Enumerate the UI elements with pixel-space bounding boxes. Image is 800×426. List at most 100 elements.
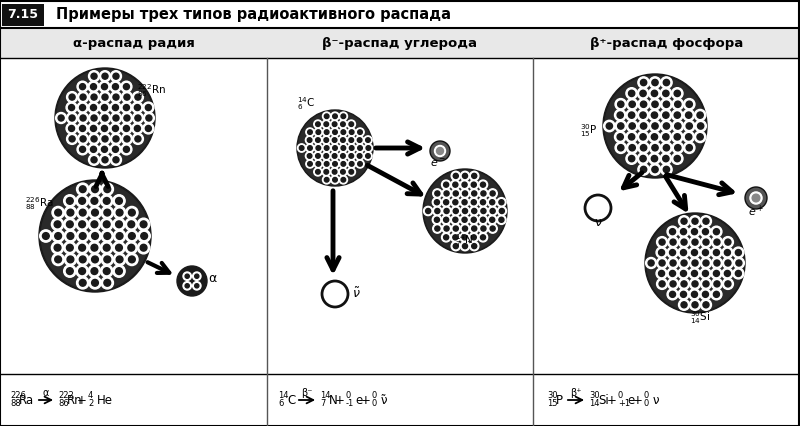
Circle shape	[433, 206, 442, 216]
FancyBboxPatch shape	[0, 374, 800, 426]
Circle shape	[78, 133, 89, 144]
Circle shape	[652, 123, 658, 129]
Circle shape	[123, 83, 130, 90]
Circle shape	[725, 239, 731, 245]
Circle shape	[615, 142, 626, 153]
Circle shape	[691, 271, 698, 276]
Circle shape	[674, 123, 681, 129]
Circle shape	[77, 123, 88, 134]
Circle shape	[711, 236, 722, 248]
Circle shape	[663, 144, 670, 151]
Text: P: P	[556, 394, 563, 406]
Circle shape	[66, 221, 74, 227]
Circle shape	[752, 194, 760, 202]
Circle shape	[78, 92, 89, 103]
Circle shape	[667, 289, 678, 300]
Circle shape	[703, 260, 709, 266]
Circle shape	[649, 88, 660, 99]
Circle shape	[66, 133, 78, 144]
Circle shape	[77, 230, 89, 242]
Circle shape	[91, 115, 97, 121]
Circle shape	[121, 123, 132, 134]
Circle shape	[667, 236, 678, 248]
Text: 0: 0	[372, 400, 378, 409]
Circle shape	[122, 133, 133, 144]
Circle shape	[711, 289, 722, 300]
Circle shape	[66, 123, 77, 134]
Circle shape	[314, 120, 322, 128]
Circle shape	[90, 104, 97, 111]
Circle shape	[324, 161, 329, 166]
Circle shape	[54, 221, 61, 227]
Circle shape	[125, 218, 138, 230]
Circle shape	[66, 102, 77, 113]
Circle shape	[454, 191, 458, 196]
Circle shape	[364, 152, 372, 160]
Circle shape	[341, 146, 346, 150]
Circle shape	[488, 224, 498, 233]
Circle shape	[89, 92, 99, 103]
Circle shape	[341, 122, 346, 127]
Circle shape	[640, 112, 646, 118]
Circle shape	[700, 289, 711, 300]
Circle shape	[364, 144, 373, 152]
Circle shape	[711, 268, 722, 279]
Circle shape	[490, 200, 494, 205]
Circle shape	[146, 125, 151, 132]
Circle shape	[135, 115, 141, 121]
Circle shape	[54, 209, 62, 216]
Circle shape	[133, 112, 143, 124]
Circle shape	[658, 271, 665, 276]
Circle shape	[638, 88, 649, 99]
Circle shape	[324, 178, 329, 182]
Circle shape	[89, 276, 101, 289]
Circle shape	[683, 109, 694, 121]
Circle shape	[662, 112, 669, 118]
Circle shape	[79, 83, 86, 90]
Text: β⁺: β⁺	[570, 388, 582, 398]
Circle shape	[686, 123, 692, 129]
Text: $^{14}_{7}$N: $^{14}_{7}$N	[455, 233, 474, 249]
Circle shape	[674, 144, 681, 151]
Text: 15: 15	[547, 400, 558, 409]
Circle shape	[134, 125, 141, 132]
Circle shape	[434, 200, 439, 205]
Circle shape	[91, 94, 97, 100]
Text: He: He	[97, 394, 113, 406]
Circle shape	[356, 160, 364, 168]
Circle shape	[339, 144, 347, 152]
Circle shape	[40, 230, 52, 242]
Circle shape	[478, 198, 488, 207]
Circle shape	[692, 302, 698, 308]
Circle shape	[79, 186, 86, 193]
Circle shape	[91, 245, 98, 251]
Circle shape	[650, 77, 661, 88]
Circle shape	[690, 257, 701, 268]
Circle shape	[618, 144, 624, 151]
Circle shape	[89, 133, 99, 144]
Circle shape	[662, 90, 669, 97]
Circle shape	[341, 138, 346, 142]
Circle shape	[490, 191, 495, 196]
Circle shape	[638, 131, 649, 143]
Circle shape	[193, 282, 201, 290]
Circle shape	[113, 136, 119, 142]
Circle shape	[469, 198, 478, 207]
Circle shape	[450, 215, 460, 225]
Circle shape	[724, 250, 730, 256]
Circle shape	[364, 136, 372, 144]
Text: C: C	[287, 394, 295, 406]
Circle shape	[338, 136, 347, 144]
Circle shape	[350, 146, 354, 150]
Circle shape	[64, 242, 76, 254]
Circle shape	[667, 279, 678, 289]
Circle shape	[430, 141, 450, 161]
Circle shape	[183, 282, 191, 290]
Circle shape	[333, 146, 338, 150]
Circle shape	[481, 235, 486, 240]
Circle shape	[76, 195, 88, 207]
Circle shape	[102, 136, 108, 142]
Circle shape	[324, 146, 329, 150]
Circle shape	[314, 128, 322, 136]
Circle shape	[425, 171, 506, 251]
